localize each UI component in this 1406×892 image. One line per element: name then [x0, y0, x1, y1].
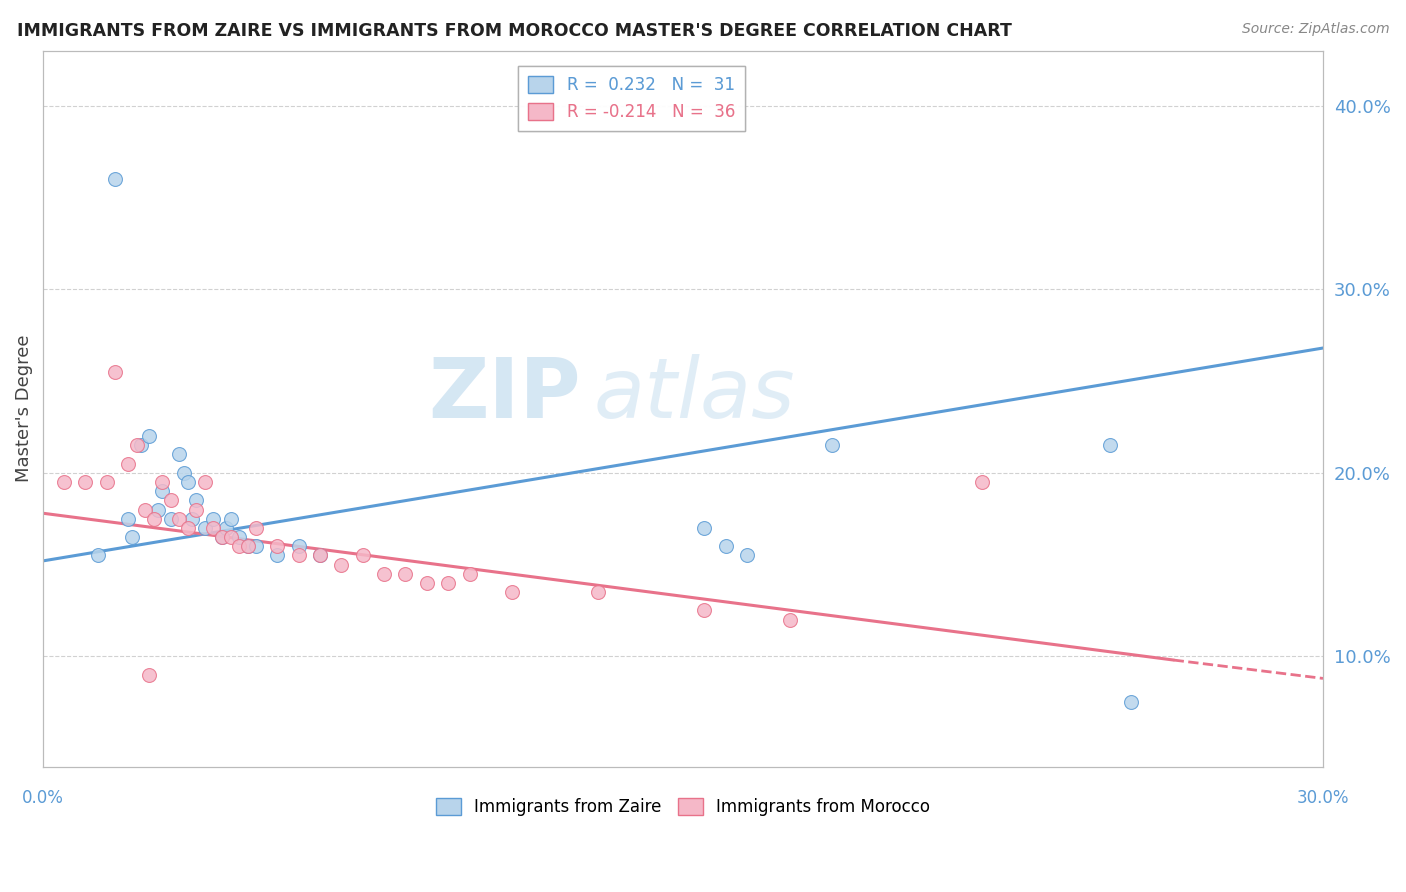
Point [458, 566, 481, 581]
Point [266, 539, 288, 553]
Point [215, 521, 238, 535]
Point [501, 585, 523, 599]
Point [309, 549, 332, 563]
Y-axis label: Master's Degree: Master's Degree [15, 334, 32, 483]
Point [96, 475, 118, 489]
Point [288, 549, 311, 563]
Point [75, 475, 97, 489]
Point [194, 475, 217, 489]
Point [693, 603, 716, 617]
Point [53, 475, 76, 489]
Point [266, 549, 288, 563]
Point [211, 530, 233, 544]
Point [219, 512, 242, 526]
Point [373, 566, 395, 581]
Point [714, 539, 737, 553]
Point [173, 466, 195, 480]
Point [169, 512, 191, 526]
Point [186, 493, 208, 508]
Text: IMMIGRANTS FROM ZAIRE VS IMMIGRANTS FROM MOROCCO MASTER'S DEGREE CORRELATION CHA: IMMIGRANTS FROM ZAIRE VS IMMIGRANTS FROM… [17, 22, 1012, 40]
Text: Source: ZipAtlas.com: Source: ZipAtlas.com [1241, 22, 1389, 37]
Point [288, 539, 311, 553]
Point [121, 530, 143, 544]
Text: 30.0%: 30.0% [1296, 789, 1350, 806]
Point [219, 530, 242, 544]
Point [138, 429, 160, 443]
Point [194, 521, 217, 535]
Point [134, 502, 156, 516]
Point [228, 539, 250, 553]
Point [416, 576, 439, 591]
Point [228, 530, 250, 544]
Point [1098, 438, 1121, 452]
Point [159, 493, 181, 508]
Point [138, 667, 160, 681]
Point [150, 475, 173, 489]
Point [1119, 695, 1142, 709]
Point [245, 539, 267, 553]
Point [104, 172, 127, 186]
Legend: R =  0.232   N =  31, R = -0.214   N =  36: R = 0.232 N = 31, R = -0.214 N = 36 [519, 66, 745, 131]
Point [330, 558, 353, 572]
Point [779, 613, 801, 627]
Point [142, 512, 165, 526]
Point [437, 576, 460, 591]
Text: 0.0%: 0.0% [22, 789, 63, 806]
Point [245, 521, 267, 535]
Point [177, 521, 200, 535]
Point [586, 585, 609, 599]
Point [117, 512, 139, 526]
Point [236, 539, 259, 553]
Point [186, 502, 208, 516]
Point [125, 438, 148, 452]
Point [821, 438, 844, 452]
Point [177, 475, 200, 489]
Point [150, 484, 173, 499]
Point [970, 475, 993, 489]
Point [236, 539, 259, 553]
Point [169, 448, 191, 462]
Point [202, 521, 225, 535]
Point [202, 512, 225, 526]
Point [735, 549, 758, 563]
Point [117, 457, 139, 471]
Point [693, 521, 716, 535]
Point [129, 438, 152, 452]
Point [181, 512, 204, 526]
Point [146, 502, 169, 516]
Point [159, 512, 181, 526]
Text: ZIP: ZIP [427, 354, 581, 434]
Point [87, 549, 110, 563]
Point [104, 365, 127, 379]
Text: atlas: atlas [593, 354, 794, 434]
Point [352, 549, 374, 563]
Point [309, 549, 332, 563]
Point [394, 566, 416, 581]
Point [211, 530, 233, 544]
